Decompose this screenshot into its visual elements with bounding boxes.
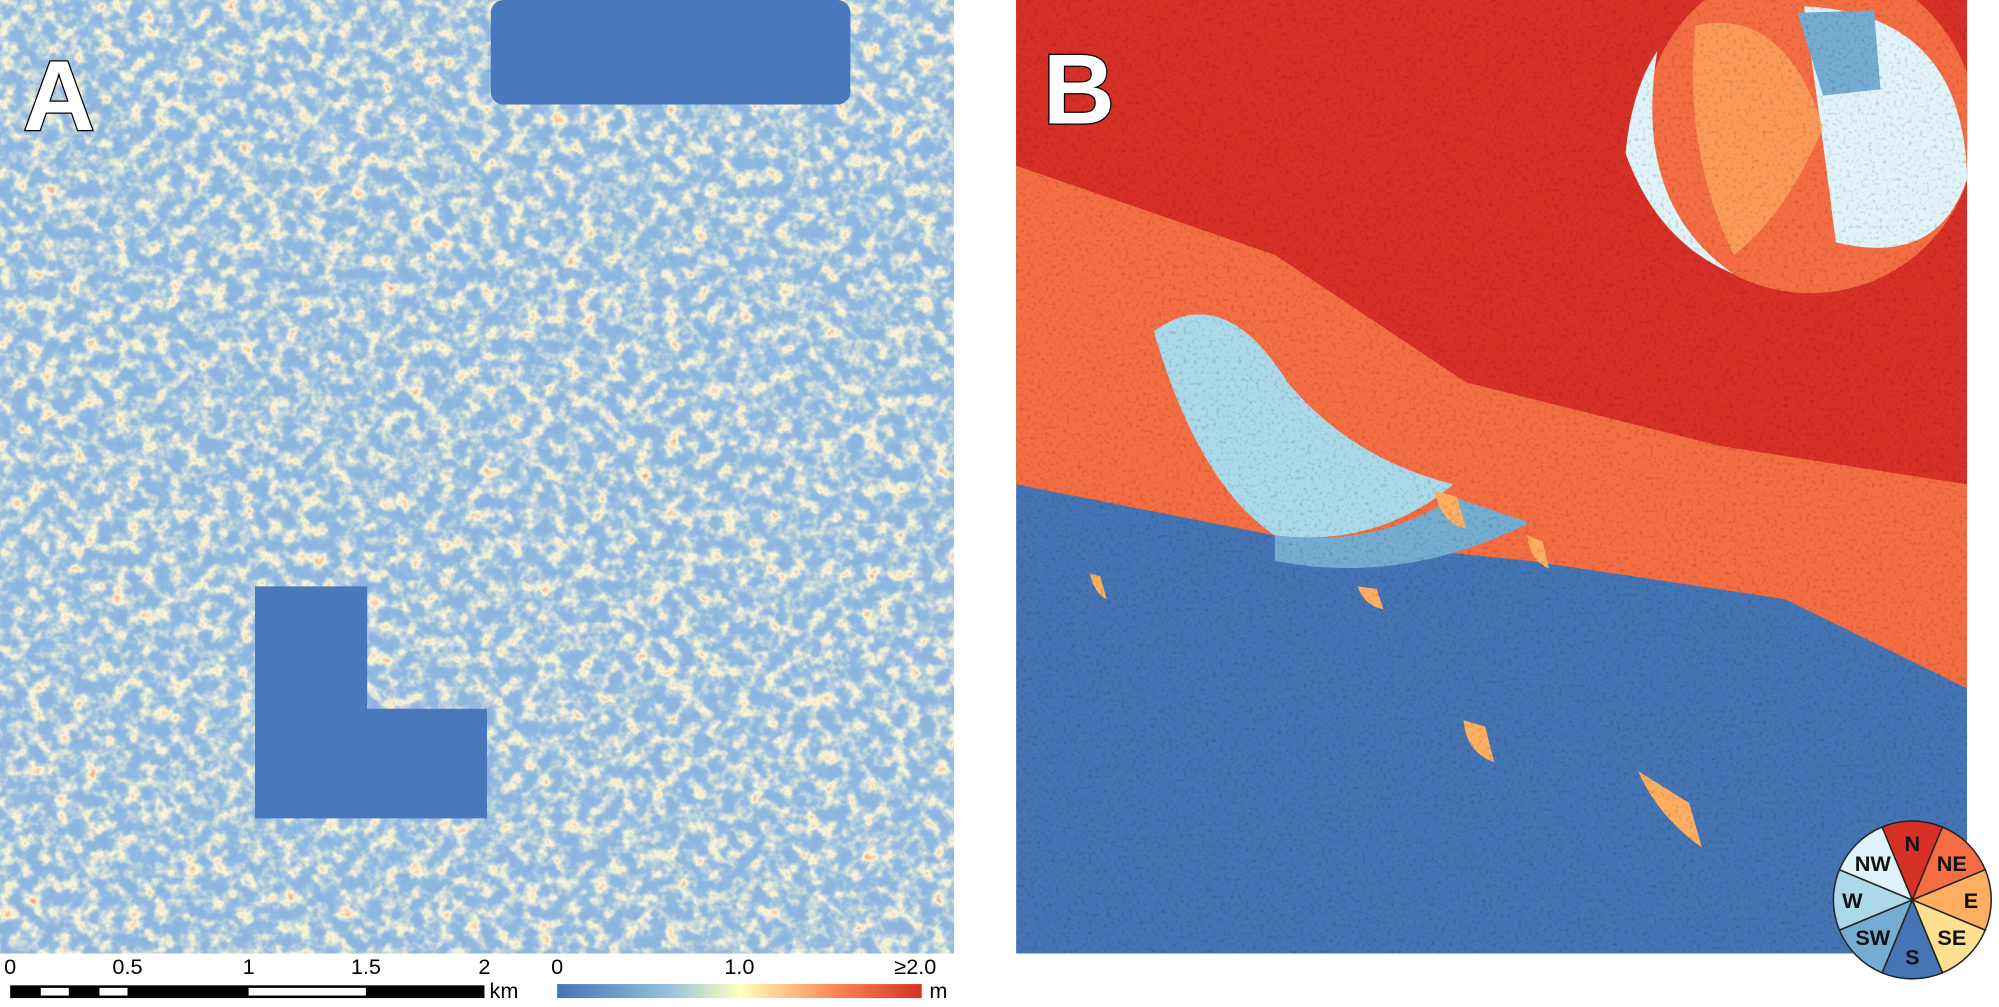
color-tick-label: 1.0 bbox=[724, 954, 754, 979]
panel-label: A bbox=[23, 41, 95, 152]
compass-label: NE bbox=[1937, 851, 1967, 876]
scale-tick-label: 1.5 bbox=[351, 954, 381, 979]
color-tick-label: 0 bbox=[551, 954, 563, 979]
compass-label: SW bbox=[1855, 925, 1890, 950]
masked-area bbox=[490, 0, 851, 105]
panel-b: B bbox=[1016, 0, 1968, 954]
compass-label: E bbox=[1964, 888, 1978, 913]
color-unit: m bbox=[929, 978, 947, 1003]
compass: N NE E SE S SW W NW bbox=[1832, 820, 1992, 980]
color-tick-label: ≥2.0 bbox=[894, 954, 936, 979]
scale-tick-label: 2 bbox=[478, 954, 490, 979]
compass-label: N bbox=[1904, 831, 1920, 856]
panel-label: B bbox=[1043, 35, 1115, 146]
panel-a: A bbox=[0, 0, 954, 954]
compass-label: S bbox=[1905, 944, 1919, 969]
compass-label: W bbox=[1842, 888, 1863, 913]
scale-tick-label: 0.5 bbox=[112, 954, 142, 979]
masked-area bbox=[254, 586, 488, 819]
scale-tick-label: 1 bbox=[243, 954, 255, 979]
scale-bar: 0 0.5 1 1.5 2 km bbox=[4, 954, 518, 1003]
scale-unit: km bbox=[490, 978, 519, 1003]
compass-label: SE bbox=[1937, 925, 1966, 950]
color-bar: 0 1.0 ≥2.0 m bbox=[551, 954, 947, 1003]
compass-label: NW bbox=[1855, 851, 1892, 876]
scale-tick-label: 0 bbox=[4, 954, 16, 979]
